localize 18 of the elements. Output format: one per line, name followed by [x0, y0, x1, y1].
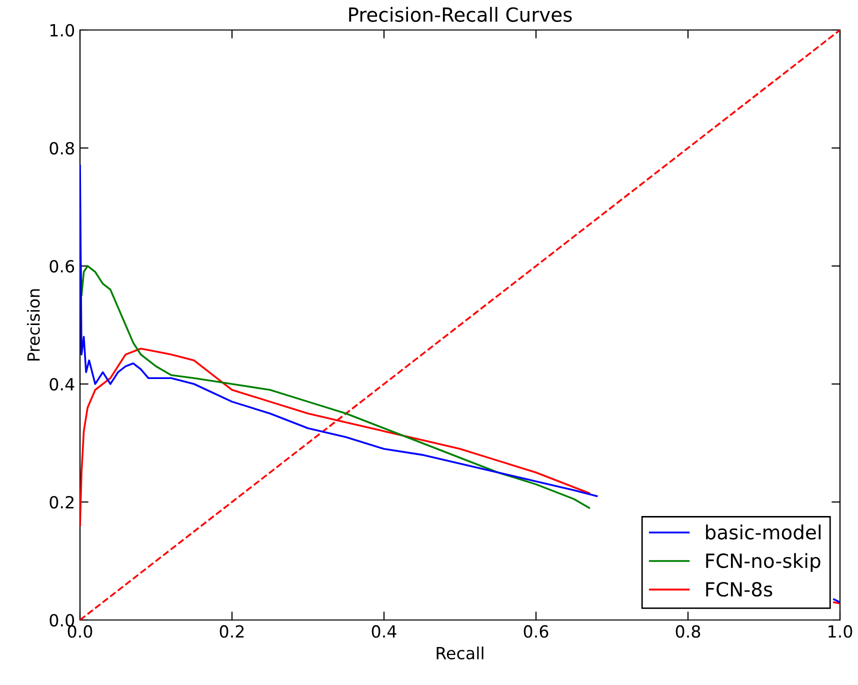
x-tick-label: 1.0: [828, 625, 852, 638]
legend-label: basic-model: [706, 524, 821, 540]
y-tick-label: 0.2: [50, 496, 74, 509]
chart-title: Precision-Recall Curves: [349, 6, 572, 22]
x-tick-label: 0.8: [676, 625, 700, 638]
y-tick-label: 0.0: [50, 614, 74, 627]
x-axis-title: Recall: [436, 646, 484, 660]
legend-label: FCN-no-skip: [706, 553, 820, 572]
y-tick-label: 1.0: [50, 24, 74, 37]
x-tick-label: 0.4: [372, 625, 396, 638]
x-tick-label: 0.2: [220, 625, 244, 638]
y-tick-label: 0.8: [50, 142, 74, 155]
x-tick-label: 0.6: [524, 625, 548, 638]
legend-label: FCN-8s: [706, 582, 772, 597]
y-tick-label: 0.6: [50, 260, 74, 273]
y-axis-title: Precision: [26, 289, 40, 361]
x-tick-label: 0.0: [68, 625, 92, 638]
y-tick-label: 0.4: [50, 378, 74, 391]
